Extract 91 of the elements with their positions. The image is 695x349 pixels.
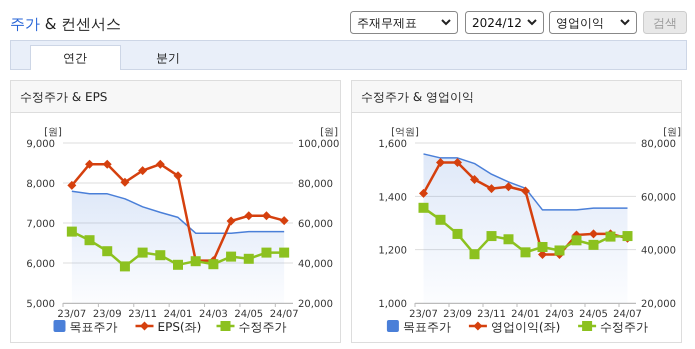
point: [261, 248, 272, 258]
point: [470, 175, 479, 184]
y-tick-label: 9,000: [26, 139, 55, 150]
legend-label: 목표주가: [402, 320, 451, 334]
y2-tick-label: 80,000: [298, 179, 333, 190]
point: [138, 248, 148, 258]
point: [436, 214, 446, 225]
y-tick-label: 1,400: [378, 192, 407, 204]
x-tick-label: 24/01: [511, 309, 540, 320]
point: [452, 228, 462, 239]
x-tick-label: 23/09: [443, 309, 472, 320]
x-tick-label: 23/09: [92, 309, 122, 320]
point: [589, 229, 598, 238]
x-tick-label: 23/11: [477, 309, 506, 320]
point: [226, 252, 236, 262]
x-tick-label: 24/01: [164, 309, 192, 320]
x-tick-label: 24/05: [234, 309, 264, 320]
point: [453, 158, 462, 167]
text: 검색: [653, 16, 677, 30]
chart-title: 수정주가 & 영업이익: [361, 90, 474, 104]
point: [244, 254, 254, 264]
x-tick-label: 24/05: [579, 309, 608, 320]
y-tick-label: 1,200: [378, 246, 407, 257]
y2-tick-label: 20,000: [641, 299, 676, 310]
point: [280, 216, 289, 226]
point: [208, 259, 218, 270]
x-tick-label: 24/07: [613, 309, 642, 320]
legend-label: EPS(좌): [158, 320, 202, 334]
x-tick-label: 24/07: [270, 309, 299, 320]
point: [520, 247, 530, 258]
point: [120, 178, 130, 187]
y2-tick-label: 80,000: [641, 139, 676, 150]
point: [572, 235, 582, 246]
x-tick-label: 24/03: [198, 309, 228, 320]
legend-label: 영업이익(좌): [490, 320, 560, 334]
y-tick-label: 5,000: [26, 299, 55, 310]
point: [418, 202, 428, 213]
point: [67, 180, 76, 190]
point: [173, 260, 183, 270]
point: [174, 171, 182, 180]
y-tick-label: 7,000: [26, 219, 55, 230]
point: [138, 166, 148, 176]
point: [504, 182, 513, 192]
point: [156, 160, 165, 169]
y2-tick-label: 60,000: [641, 192, 676, 204]
point: [487, 184, 496, 194]
legend-label: 목표주가: [70, 320, 118, 334]
text: 주재무제표: [357, 16, 417, 30]
legend-label: 수정주가: [238, 320, 286, 334]
y-tick-label: 8,000: [26, 179, 55, 190]
point: [226, 216, 236, 226]
point: [622, 231, 632, 242]
y2-tick-label: 40,000: [298, 259, 333, 270]
chart-title: 수정주가 & EPS: [20, 90, 108, 104]
point: [155, 250, 166, 260]
text: 분기: [156, 51, 180, 65]
y2-tick-label: 100,000: [298, 139, 340, 150]
legend-label: 수정주가: [600, 320, 648, 334]
point: [504, 234, 514, 244]
y2-tick-label: 40,000: [641, 246, 676, 257]
point: [102, 246, 112, 256]
x-tick-label: 23/07: [409, 309, 438, 320]
y-axis-title: [억원]: [391, 127, 419, 138]
point: [419, 188, 428, 198]
point: [588, 240, 598, 250]
x-tick-label: 23/11: [128, 309, 158, 320]
point: [436, 158, 445, 167]
y2-axis-title: [원]: [320, 127, 338, 138]
point: [486, 231, 496, 242]
text: 연간: [63, 51, 87, 65]
point: [606, 232, 616, 242]
x-tick-label: 23/07: [57, 309, 86, 320]
y-axis-title: [원]: [44, 127, 62, 138]
point: [554, 245, 564, 256]
point: [279, 248, 290, 258]
point: [66, 226, 77, 237]
text: 주가 & 컨센서스: [10, 15, 122, 33]
y2-tick-label: 60,000: [298, 219, 333, 230]
y2-axis-title: [원]: [663, 127, 682, 138]
point: [84, 235, 95, 246]
text: 영업이익: [556, 16, 604, 30]
x-tick-label: 24/03: [545, 309, 574, 320]
point: [120, 261, 130, 272]
y-tick-label: 1,600: [378, 139, 407, 150]
y-tick-label: 1,000: [378, 299, 407, 310]
point: [538, 242, 548, 252]
text: 2024/12: [472, 16, 522, 30]
y2-tick-label: 20,000: [298, 299, 333, 310]
point: [470, 249, 480, 260]
y-tick-label: 6,000: [26, 259, 55, 270]
point: [521, 186, 530, 196]
